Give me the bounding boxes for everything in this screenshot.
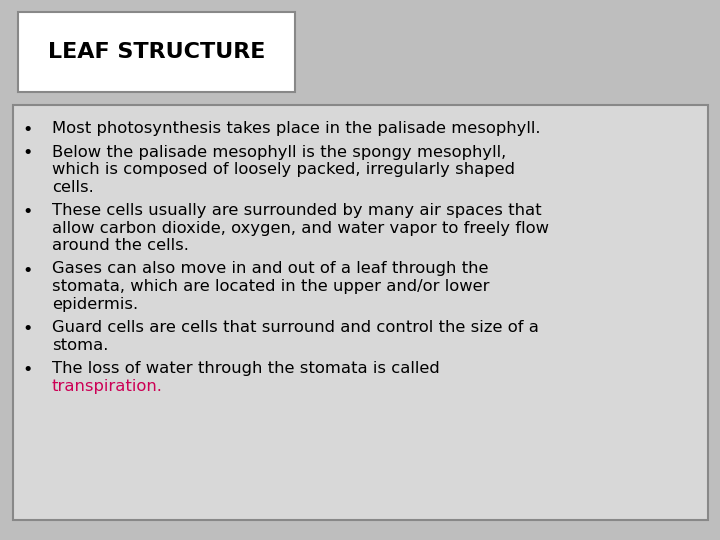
Text: Most photosynthesis takes place in the palisade mesophyll.: Most photosynthesis takes place in the p…	[52, 121, 541, 136]
Text: •: •	[23, 261, 33, 280]
Text: •: •	[23, 121, 33, 139]
Text: These cells usually are surrounded by many air spaces that: These cells usually are surrounded by ma…	[52, 203, 541, 218]
Text: transpiration.: transpiration.	[52, 379, 163, 394]
Text: The loss of water through the stomata is called: The loss of water through the stomata is…	[52, 361, 440, 376]
Text: Guard cells are cells that surround and control the size of a: Guard cells are cells that surround and …	[52, 320, 539, 335]
Text: which is composed of loosely packed, irregularly shaped: which is composed of loosely packed, irr…	[52, 162, 515, 177]
Text: •: •	[23, 145, 33, 163]
Text: LEAF STRUCTURE: LEAF STRUCTURE	[48, 42, 265, 62]
Text: stomata, which are located in the upper and/or lower: stomata, which are located in the upper …	[52, 279, 490, 294]
Text: epidermis.: epidermis.	[52, 296, 138, 312]
Text: Below the palisade mesophyll is the spongy mesophyll,: Below the palisade mesophyll is the spon…	[52, 145, 506, 159]
Text: •: •	[23, 361, 33, 379]
Text: Gases can also move in and out of a leaf through the: Gases can also move in and out of a leaf…	[52, 261, 488, 276]
Text: •: •	[23, 203, 33, 221]
Text: cells.: cells.	[52, 179, 94, 194]
Text: around the cells.: around the cells.	[52, 238, 189, 253]
Bar	[13, 105, 708, 520]
Text: •: •	[23, 320, 33, 338]
Bar	[18, 12, 295, 92]
Text: allow carbon dioxide, oxygen, and water vapor to freely flow: allow carbon dioxide, oxygen, and water …	[52, 220, 549, 235]
Text: stoma.: stoma.	[52, 338, 109, 353]
